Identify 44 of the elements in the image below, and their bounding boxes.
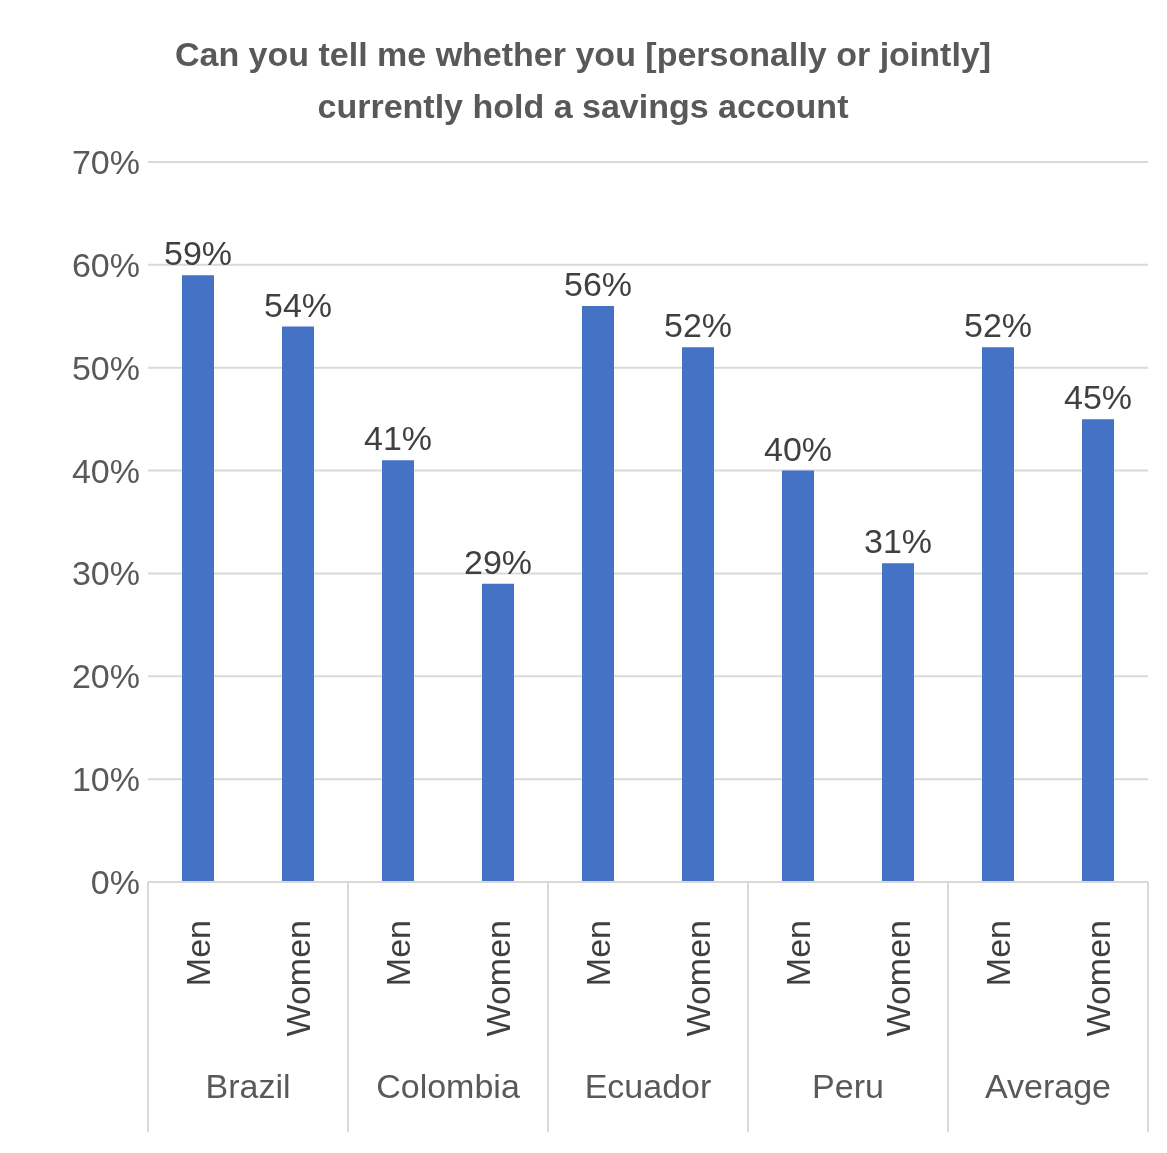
- chart-title: Can you tell me whether you [personally or jointly] currently hold a savings account: [173, 34, 993, 127]
- data-label: 52%: [963, 306, 1033, 345]
- data-label: 40%: [763, 429, 833, 468]
- y-tick-label: 40%: [71, 451, 140, 490]
- y-tick-label: 50%: [71, 348, 140, 387]
- x-tick-label: Women: [678, 920, 717, 1037]
- data-label: 29%: [463, 542, 533, 581]
- text: Ecuador: [583, 1067, 713, 1106]
- x-tick-label: Men: [378, 920, 417, 987]
- data-label: 56%: [563, 265, 633, 303]
- data-label: 59%: [163, 234, 233, 273]
- bar: [482, 583, 514, 882]
- data-label: 52%: [663, 306, 733, 345]
- bar: [882, 563, 914, 882]
- y-tick-label: 70%: [71, 143, 140, 182]
- x-tick-label: Men: [578, 920, 617, 987]
- text: Average: [984, 1067, 1112, 1106]
- x-tick-label: Women: [478, 920, 517, 1037]
- bar: [382, 460, 414, 882]
- bar: [182, 275, 214, 882]
- data-label: 54%: [263, 285, 333, 324]
- y-tick-label: 30%: [71, 554, 140, 593]
- x-tick-label: Men: [778, 920, 817, 987]
- x-tick-label: Men: [978, 920, 1017, 987]
- bar: [282, 326, 314, 882]
- bar: [582, 306, 614, 882]
- bar: [782, 470, 814, 882]
- bar: [982, 347, 1014, 882]
- y-tick-label: 60%: [71, 245, 140, 284]
- data-label: 45%: [1063, 378, 1133, 417]
- x-tick-label: Women: [278, 920, 317, 1037]
- text: Brazil: [204, 1067, 292, 1106]
- data-label: 31%: [863, 522, 933, 561]
- text: Peru: [811, 1067, 885, 1106]
- y-tick-label: 20%: [71, 657, 140, 696]
- bar: [1082, 419, 1114, 882]
- x-tick-label: Men: [178, 920, 217, 987]
- x-tick-label: Women: [878, 920, 917, 1037]
- y-tick-label: 0%: [90, 863, 140, 902]
- x-tick-label: Women: [1078, 920, 1117, 1037]
- text: Colombia: [375, 1067, 521, 1106]
- data-label: 41%: [363, 419, 433, 458]
- y-tick-label: 10%: [71, 760, 140, 799]
- bar: [682, 347, 714, 882]
